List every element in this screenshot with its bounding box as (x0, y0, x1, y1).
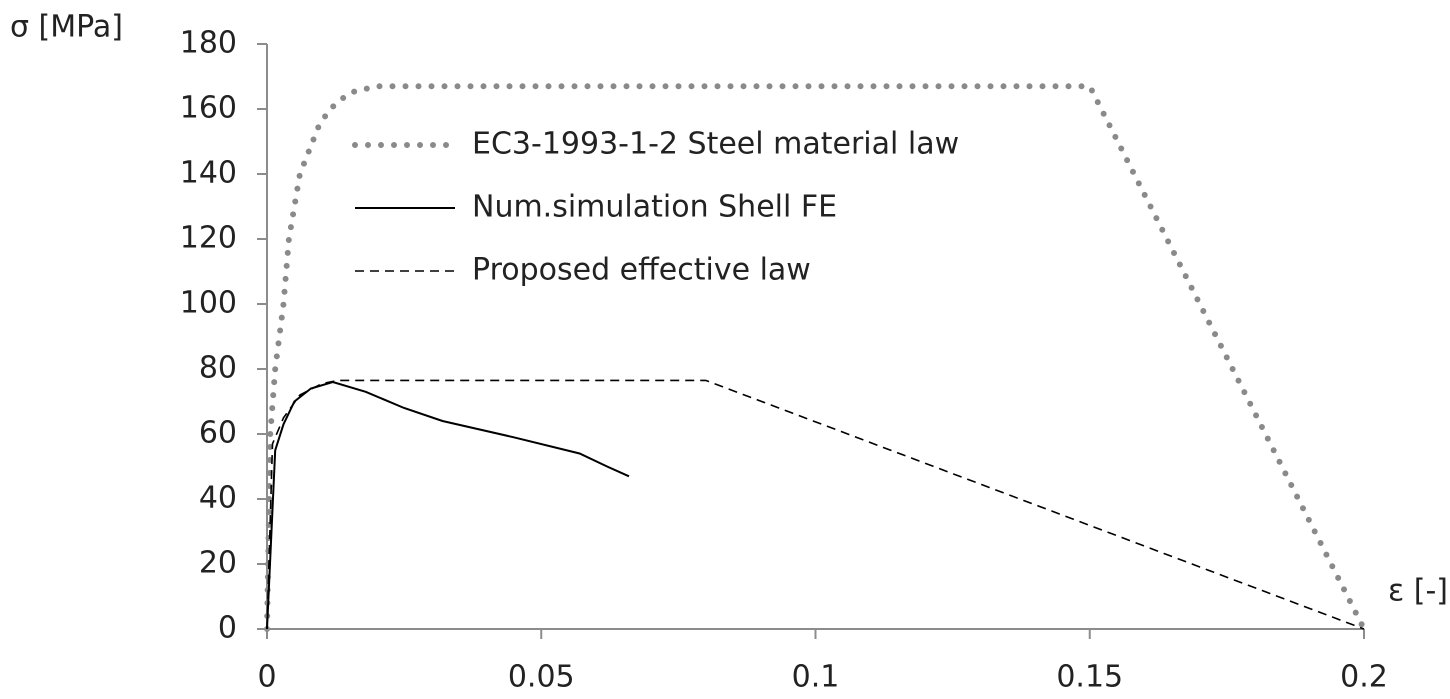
legend-label: Proposed effective law (472, 253, 811, 288)
y-tick-label: 160 (180, 91, 237, 126)
y-tick-label: 140 (180, 156, 237, 191)
legend-label: Num.simulation Shell FE (472, 190, 837, 225)
y-tick-label: 40 (199, 481, 237, 516)
x-tick-label: 0 (257, 660, 276, 695)
y-tick-label: 80 (199, 351, 237, 386)
y-tick-label: 60 (199, 416, 237, 451)
series-line (266, 379, 1365, 630)
x-tick-label: 0.1 (792, 660, 840, 695)
y-tick-label: 0 (218, 611, 237, 646)
y-tick-label: 20 (199, 546, 237, 581)
series-line (264, 83, 1367, 632)
x-tick-label: 0.2 (1340, 660, 1388, 695)
series-line (266, 380, 630, 630)
y-axis-label: σ [MPa] (10, 10, 123, 45)
y-tick-label: 120 (180, 221, 237, 256)
x-tick-label: 0.15 (1056, 660, 1123, 695)
y-tick-label: 100 (180, 286, 237, 321)
y-tick-label: 180 (180, 26, 237, 61)
x-axis-label: ε [-] (1388, 574, 1448, 609)
legend-label: EC3-1993-1-2 Steel material law (472, 127, 959, 162)
x-tick-label: 0.05 (508, 660, 575, 695)
